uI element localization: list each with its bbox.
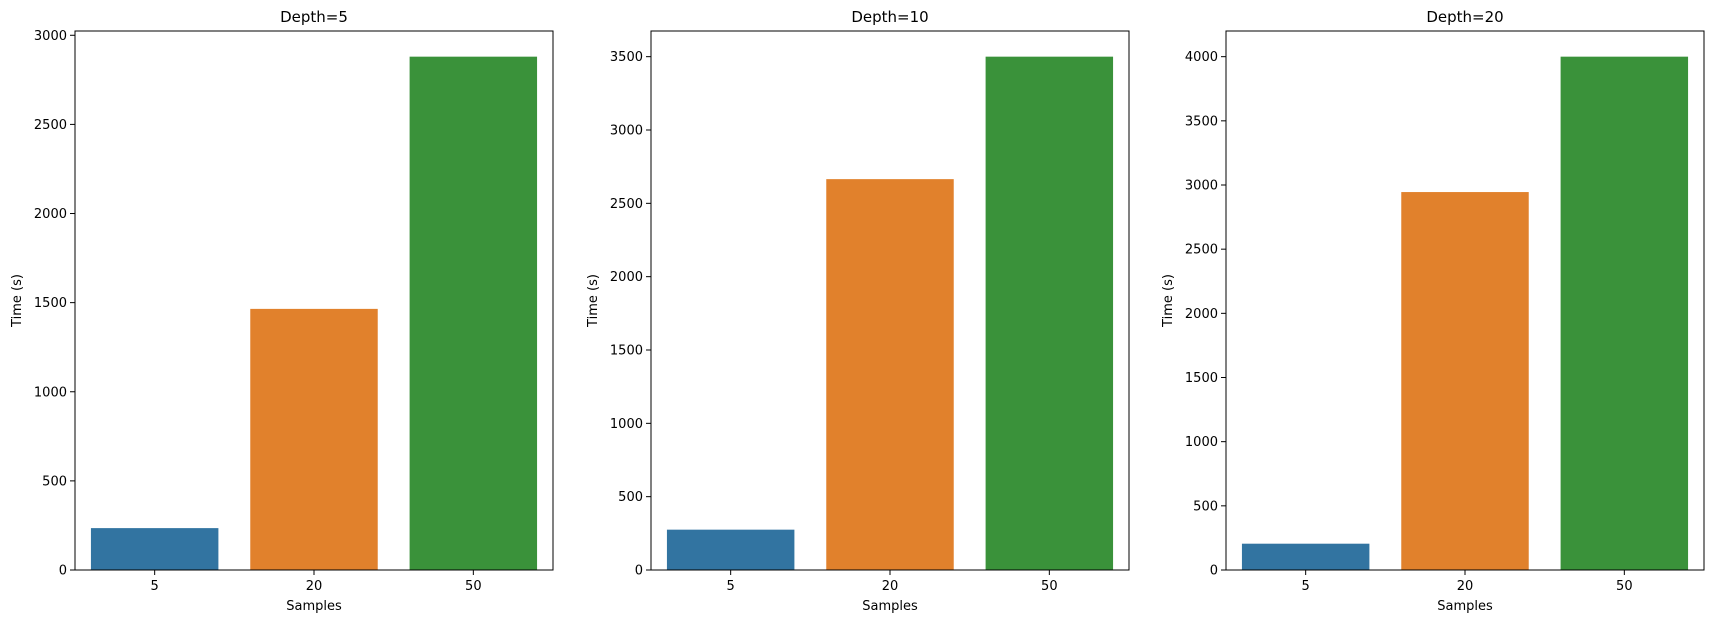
x-tick-label: 5 xyxy=(1302,579,1310,594)
bar-20 xyxy=(250,308,378,570)
bar-5 xyxy=(666,529,795,570)
chart-title: Depth=10 xyxy=(851,8,928,26)
x-tick-label: 20 xyxy=(1457,579,1474,594)
bar-50 xyxy=(409,56,538,570)
y-tick-label: 3000 xyxy=(34,29,67,44)
y-tick-label: 2000 xyxy=(1185,307,1218,322)
x-axis-label: Samples xyxy=(862,599,918,614)
y-tick-label: 500 xyxy=(42,474,67,489)
y-tick-label: 2500 xyxy=(1185,243,1218,258)
y-tick-label: 3500 xyxy=(1185,114,1218,129)
y-axis-label: Time (s) xyxy=(10,274,25,328)
chart-panel-3: 0 500 1000 1500 2000 2500 3000 3500 4000 5 20 50 Dep… xyxy=(1161,8,1705,614)
y-tick-label: 1000 xyxy=(1185,435,1218,450)
bar-20 xyxy=(1401,192,1529,570)
x-tick-label: 50 xyxy=(1041,579,1058,594)
x-tick-label: 5 xyxy=(151,579,159,594)
bar-5 xyxy=(1241,543,1370,570)
bar-5 xyxy=(90,528,219,570)
y-tick-label: 3000 xyxy=(1185,179,1218,194)
y-tick-label: 0 xyxy=(59,564,67,579)
x-tick-label: 50 xyxy=(1616,579,1633,594)
y-tick-label: 1000 xyxy=(34,385,67,400)
chart-title: Depth=20 xyxy=(1426,8,1503,26)
bar-50 xyxy=(985,56,1114,570)
y-tick-label: 0 xyxy=(635,564,643,579)
y-tick-label: 500 xyxy=(618,490,643,505)
y-tick-label: 2500 xyxy=(34,118,67,133)
chart-panel-2: 0 500 1000 1500 2000 2500 3000 3500 5 20 50 Depth=1… xyxy=(586,8,1130,614)
y-tick-label: 500 xyxy=(1193,499,1218,514)
chart-title: Depth=5 xyxy=(280,8,348,26)
bar-20 xyxy=(826,179,954,570)
y-tick-label: 2000 xyxy=(610,270,643,285)
x-tick-label: 50 xyxy=(465,579,482,594)
x-tick-label: 5 xyxy=(727,579,735,594)
x-axis-label: Samples xyxy=(286,599,342,614)
y-tick-label: 4000 xyxy=(1185,50,1218,65)
y-axis-label: Time (s) xyxy=(586,274,601,328)
y-tick-label: 1500 xyxy=(1185,371,1218,386)
y-tick-label: 0 xyxy=(1210,564,1218,579)
y-tick-label: 3000 xyxy=(610,124,643,139)
x-tick-label: 20 xyxy=(882,579,899,594)
y-tick-label: 3500 xyxy=(610,50,643,65)
chart-panel-1: 0 500 1000 1500 2000 2500 3000 5 20 50 Depth=5 Samp… xyxy=(10,8,554,614)
y-tick-label: 2000 xyxy=(34,207,67,222)
y-tick-label: 1500 xyxy=(34,296,67,311)
y-tick-label: 1000 xyxy=(610,417,643,432)
y-tick-label: 1500 xyxy=(610,344,643,359)
x-axis-label: Samples xyxy=(1437,599,1493,614)
bar-50 xyxy=(1560,56,1689,570)
y-tick-label: 2500 xyxy=(610,197,643,212)
x-tick-label: 20 xyxy=(306,579,323,594)
y-axis-label: Time (s) xyxy=(1161,274,1176,328)
